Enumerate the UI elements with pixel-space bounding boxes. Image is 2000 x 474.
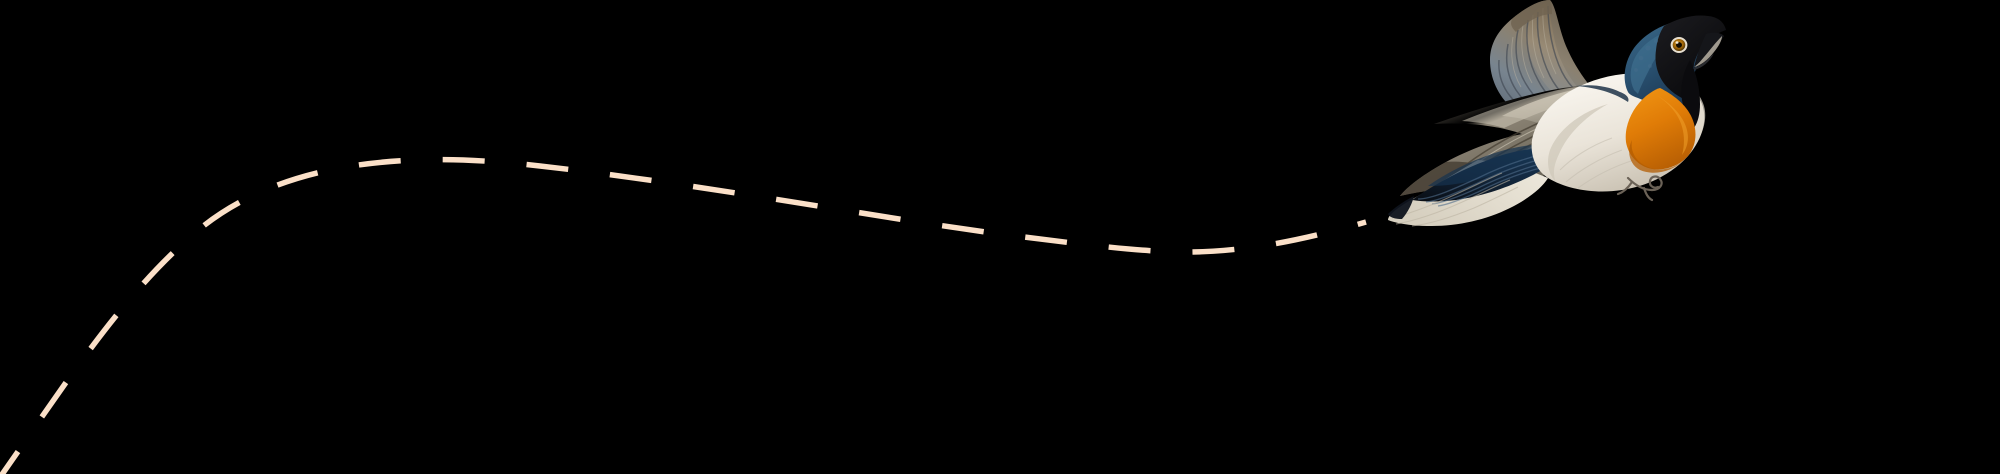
dashed-flight-path: [0, 156, 1367, 474]
